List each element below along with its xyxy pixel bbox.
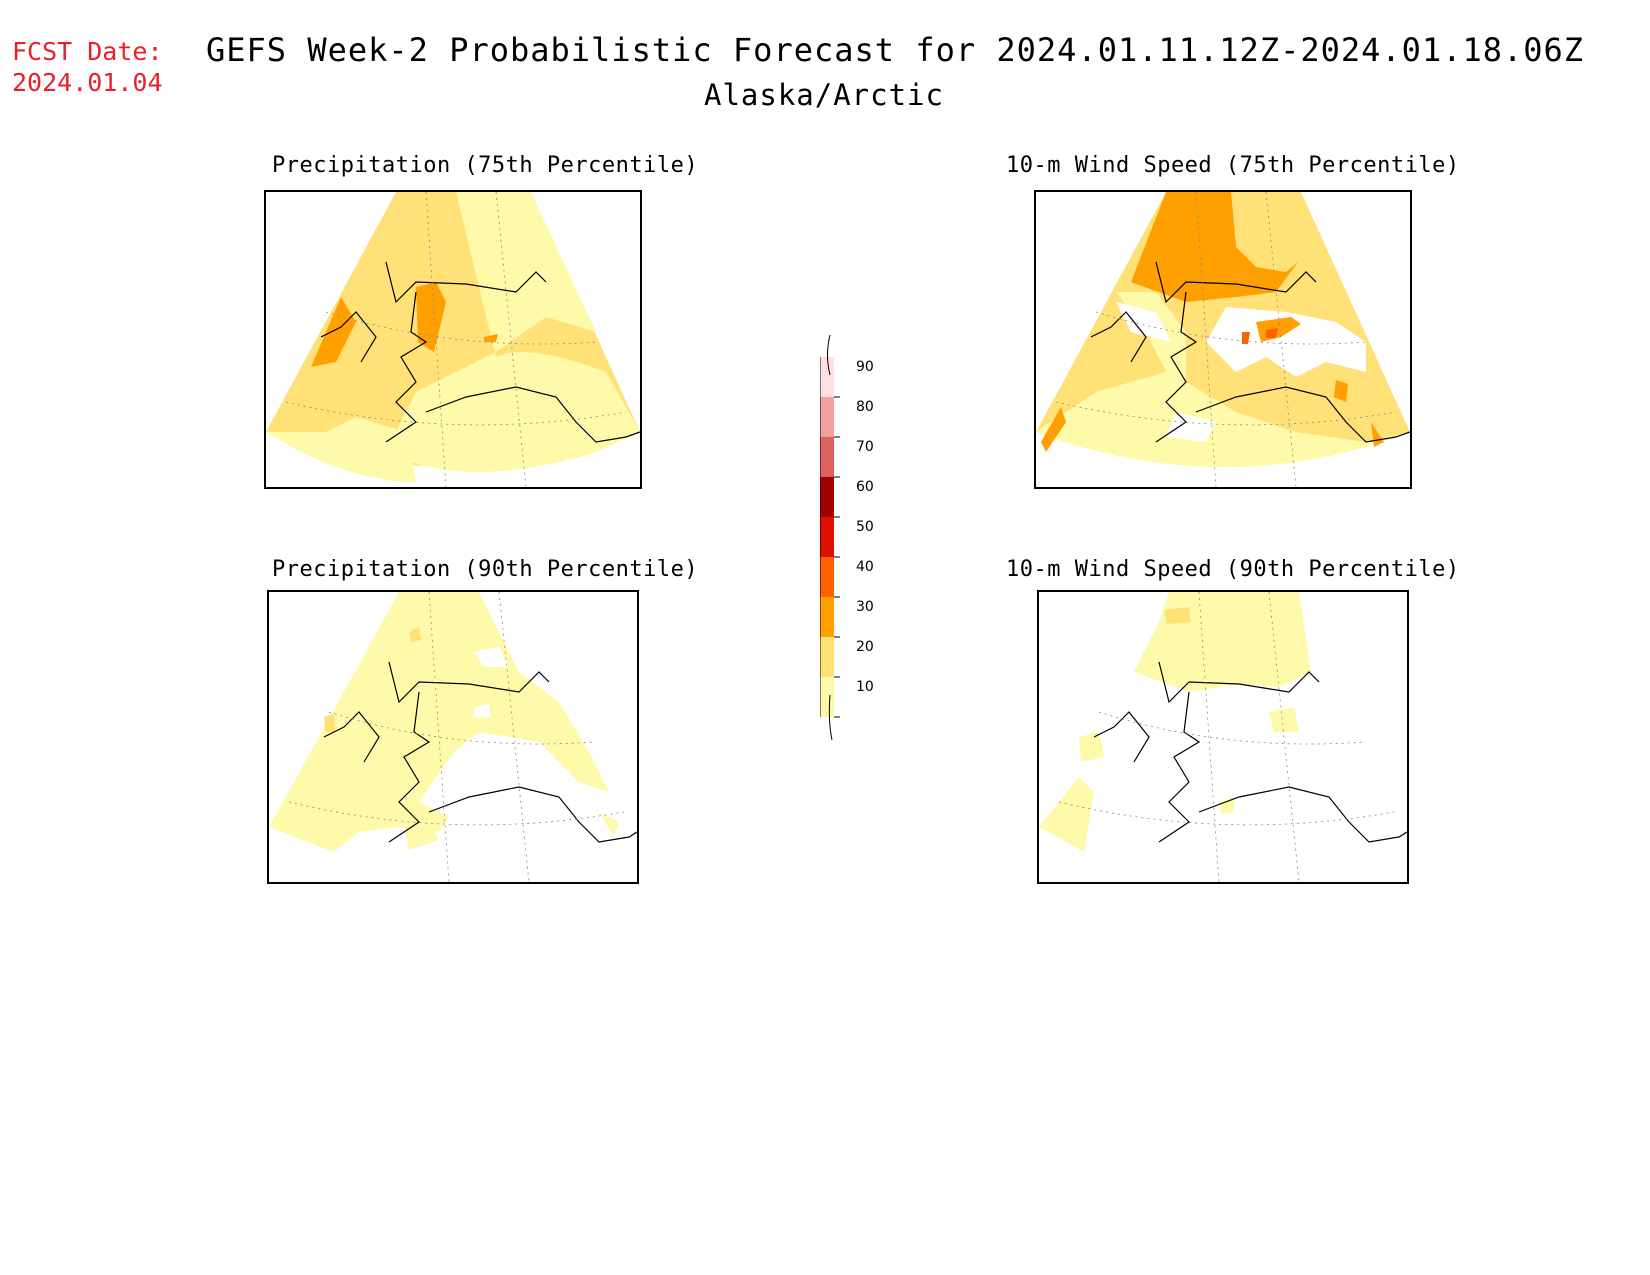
legend-label-90: 90 xyxy=(856,359,874,375)
legend-swatch-80_90 xyxy=(820,397,834,437)
map-panel-wind-90 xyxy=(1037,590,1409,884)
color-legend xyxy=(819,334,880,749)
legend-label-30: 30 xyxy=(856,599,874,615)
panel-title-precip-75: Precipitation (75th Percentile) xyxy=(272,153,699,178)
map-panel-wind-75 xyxy=(1034,190,1412,489)
high-prob-low-region xyxy=(324,714,335,732)
legend-label-60: 60 xyxy=(856,479,874,495)
forecast-date-label: FCST Date: xyxy=(12,37,163,66)
high-prob-region xyxy=(1334,380,1348,402)
low-prob-region xyxy=(1219,797,1234,814)
low-prob-region xyxy=(1079,732,1104,762)
panel-title-wind-75: 10-m Wind Speed (75th Percentile) xyxy=(1006,153,1460,178)
high-prob-low-region xyxy=(409,627,421,642)
low-prob-region xyxy=(404,822,439,850)
legend-swatch-40_50 xyxy=(820,557,834,597)
main-title: GEFS Week-2 Probabilistic Forecast for 2… xyxy=(206,31,1585,69)
legend-swatch-gt90 xyxy=(820,357,834,397)
high-prob-region xyxy=(416,282,446,352)
coastline xyxy=(320,311,377,363)
map-precip-75 xyxy=(266,192,640,487)
legend-swatch-60_70 xyxy=(820,477,834,517)
domain-fill xyxy=(1039,592,1407,862)
white-region xyxy=(1206,307,1366,377)
legend-upper-tip xyxy=(827,334,831,376)
high-prob-region xyxy=(1131,192,1298,302)
graticule xyxy=(288,592,625,882)
high-prob-low-region xyxy=(1164,607,1191,624)
color-legend-bar xyxy=(819,334,840,741)
panel-title-wind-90: 10-m Wind Speed (90th Percentile) xyxy=(1006,557,1460,582)
region-subtitle: Alaska/Arctic xyxy=(704,78,944,112)
legend-label-50: 50 xyxy=(856,519,874,535)
white-region xyxy=(1116,302,1171,342)
map-wind-75 xyxy=(1036,192,1410,487)
coastline xyxy=(385,261,640,443)
low-prob-region xyxy=(266,417,416,482)
legend-label-80: 80 xyxy=(856,399,874,415)
map-panel-precip-90 xyxy=(267,590,639,884)
white-region xyxy=(1166,412,1216,442)
low-prob-region xyxy=(386,192,640,472)
coastline xyxy=(323,711,380,763)
coastline xyxy=(1090,311,1147,363)
high-prob-region xyxy=(484,334,498,342)
legend-swatch-20_30 xyxy=(820,637,834,677)
legend-lower-tip xyxy=(828,694,833,741)
low-prob-region xyxy=(269,592,609,852)
panel-title-precip-90: Precipitation (90th Percentile) xyxy=(272,557,699,582)
forecast-date-block: FCST Date: 2024.01.04 xyxy=(12,36,163,98)
legend-label-70: 70 xyxy=(856,439,874,455)
coastline xyxy=(1155,261,1410,443)
low-prob-region xyxy=(1039,777,1094,852)
legend-label-40: 40 xyxy=(856,559,874,575)
low-prob-region xyxy=(1036,292,1410,467)
very-high-prob-region xyxy=(1266,328,1278,338)
graticule xyxy=(1058,592,1395,882)
low-prob-region xyxy=(599,812,619,837)
legend-swatch-10_20 xyxy=(820,677,834,717)
white-region xyxy=(474,647,509,667)
legend-swatch-70_80 xyxy=(820,437,834,477)
map-precip-90 xyxy=(269,592,637,882)
high-prob-region xyxy=(311,297,356,367)
legend-label-20: 20 xyxy=(856,639,874,655)
map-wind-90 xyxy=(1039,592,1407,882)
white-region xyxy=(474,704,491,717)
map-panel-precip-75 xyxy=(264,190,642,489)
legend-label-10: 10 xyxy=(856,679,874,695)
low-prob-region xyxy=(1134,592,1311,692)
forecast-date-value: 2024.01.04 xyxy=(12,68,163,97)
legend-swatch-50_60 xyxy=(820,517,834,557)
coastline xyxy=(1093,711,1150,763)
low-prob-region xyxy=(1269,707,1299,732)
legend-swatch-30_40 xyxy=(820,597,834,637)
high-prob-region xyxy=(1041,407,1066,452)
